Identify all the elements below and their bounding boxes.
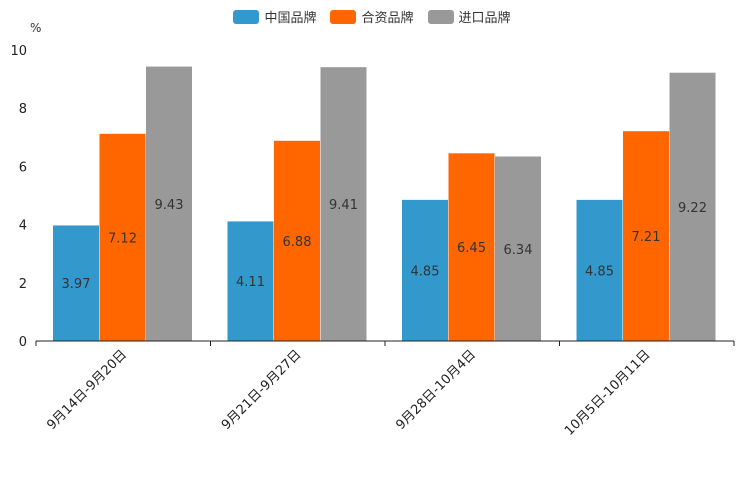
data-label: 7.12: [108, 231, 137, 246]
data-label: 6.45: [457, 241, 486, 256]
y-tick-label: 2: [19, 277, 27, 292]
legend-swatch-domestic: [233, 9, 260, 24]
legend-item-imported[interactable]: 进口品牌: [427, 7, 511, 26]
legend-label-imported: 进口品牌: [458, 11, 511, 26]
data-label: 6.34: [504, 243, 533, 258]
bar-3-1: [146, 66, 192, 341]
legend-item-joint-venture[interactable]: 合资品牌: [330, 7, 414, 26]
y-tick-label: 0: [19, 335, 27, 350]
bar-1-2: [227, 221, 274, 341]
legend-swatch-imported: [427, 9, 454, 24]
bar-1-1: [53, 225, 99, 341]
data-label: 9.41: [329, 198, 358, 213]
bar-3-2: [320, 67, 367, 341]
legend-item-domestic[interactable]: 中国品牌: [233, 7, 316, 26]
legend-swatch-joint-venture: [330, 9, 357, 24]
data-label: 4.85: [411, 264, 440, 279]
chart-legend: 中国品牌 合资品牌 进口品牌: [0, 7, 744, 26]
y-axis-unit-label: %: [30, 21, 42, 35]
data-label: 4.11: [236, 275, 265, 290]
y-tick-label: 4: [19, 219, 27, 234]
bar-2-1: [99, 133, 146, 341]
data-label: 6.88: [283, 235, 312, 250]
x-category-label: 9月21日-9月27日: [219, 347, 305, 433]
data-label: 9.43: [155, 198, 184, 213]
data-label: 7.21: [632, 230, 661, 245]
legend-label-domestic: 中国品牌: [264, 11, 317, 26]
x-category-label: 9月28日-10月4日: [393, 347, 479, 433]
bar-3-3: [495, 156, 541, 341]
y-tick-label: 8: [19, 102, 27, 117]
data-label: 9.22: [678, 201, 707, 216]
y-tick-label: 10: [10, 44, 27, 59]
x-category-label: 10月5日-10月11日: [562, 347, 654, 439]
bar-1-3: [402, 199, 448, 341]
bar-2-4: [623, 131, 669, 341]
legend-label-joint-venture: 合资品牌: [361, 11, 414, 26]
x-category-label: 9月14日-9月20日: [44, 347, 130, 433]
bar-3-4: [669, 72, 716, 341]
data-label: 4.85: [585, 264, 614, 279]
bar-2-2: [274, 140, 320, 341]
bar-2-3: [448, 153, 495, 341]
y-tick-label: 6: [19, 160, 27, 175]
data-label: 3.97: [62, 277, 91, 292]
bar-1-4: [576, 199, 623, 341]
